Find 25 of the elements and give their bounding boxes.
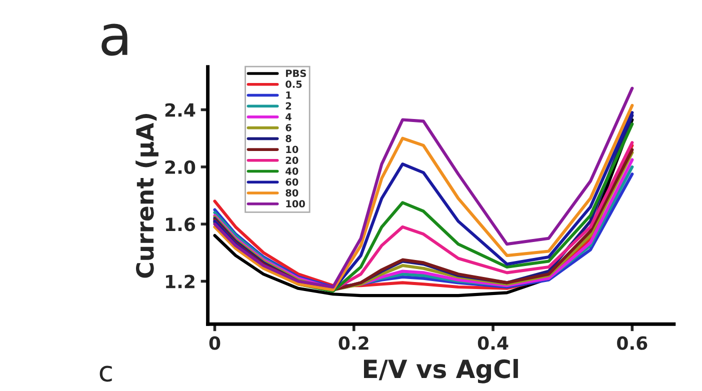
x-tick-label: 0.6 xyxy=(617,336,648,350)
legend-label: 4 xyxy=(286,113,292,120)
legend-label: 8 xyxy=(286,134,292,142)
y-axis-title: Current (μA) xyxy=(136,114,158,278)
legend-label: 80 xyxy=(286,189,298,197)
x-tick-label: 0 xyxy=(209,336,220,350)
legend-label: 1 xyxy=(286,92,292,99)
legend-label: 40 xyxy=(286,167,298,175)
y-tick-label: 2.0 xyxy=(165,160,196,174)
x-tick-label: 0.2 xyxy=(338,336,368,350)
legend-label: PBS xyxy=(286,70,306,78)
y-tick-label: 1.2 xyxy=(166,274,194,288)
y-tick-label: 1.6 xyxy=(166,218,196,232)
x-tick-label: 0.4 xyxy=(478,336,508,350)
legend-label: 0.5 xyxy=(286,80,302,88)
x-axis-title: E/V vs AgCl xyxy=(364,358,518,384)
text: c xyxy=(100,366,112,382)
legend-label: 2 xyxy=(286,102,292,110)
legend-label: 20 xyxy=(286,156,298,164)
y-tick-label: 2.4 xyxy=(165,103,196,117)
legend-label: 100 xyxy=(286,200,305,208)
legend-label: 10 xyxy=(286,146,298,154)
text: a xyxy=(102,24,128,56)
legend-label: 60 xyxy=(286,178,298,186)
legend-label: 6 xyxy=(286,124,292,132)
